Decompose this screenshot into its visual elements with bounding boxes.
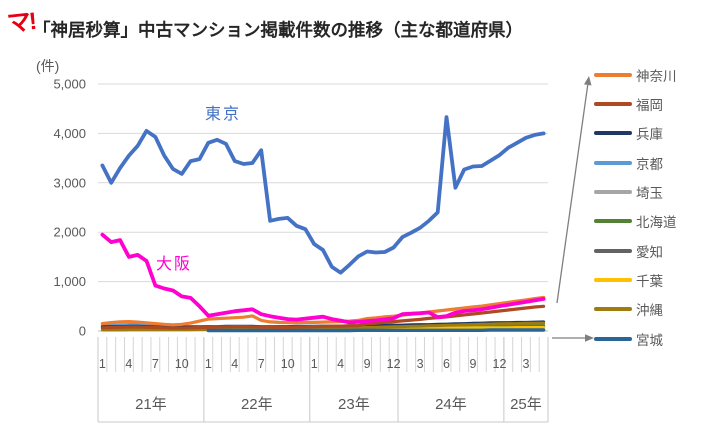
- y-tick-label: 0: [79, 324, 86, 339]
- year-label: 23年: [338, 396, 370, 413]
- legend-label: 愛知: [636, 244, 663, 260]
- month-label: 4: [125, 357, 132, 371]
- legend-item-千葉: 千葉: [594, 265, 714, 294]
- month-label: 7: [258, 357, 265, 371]
- legend-swatch: [594, 131, 632, 136]
- arrow-to-kanagawa-head: [583, 76, 592, 86]
- y-tick-label: 1,000: [53, 274, 86, 289]
- series-line-福岡: [100, 304, 546, 330]
- legend-swatch: [594, 248, 632, 253]
- series-line-宮城: [206, 328, 546, 333]
- series-label-osaka: 大阪: [156, 256, 193, 273]
- legend-label: 宮城: [636, 332, 663, 348]
- month-label: 3: [417, 357, 424, 371]
- month-label: 1: [311, 357, 318, 371]
- legend-swatch: [594, 102, 632, 107]
- legend-label: 神奈川: [636, 68, 677, 84]
- month-label: 10: [175, 357, 189, 371]
- month-label: 12: [387, 357, 401, 371]
- year-label: 25年: [510, 396, 542, 413]
- series-line-東京: [100, 115, 546, 275]
- year-label: 21年: [135, 396, 167, 413]
- legend-item-宮城: 宮城: [594, 324, 714, 353]
- arrow-to-kanagawa: [556, 84, 589, 304]
- legend-item-神奈川: 神奈川: [594, 60, 714, 89]
- month-label: 9: [470, 357, 477, 371]
- series-label-tokyo: 東京: [205, 106, 242, 123]
- legend-item-福岡: 福岡: [594, 89, 714, 118]
- legend-label: 北海道: [636, 215, 677, 231]
- y-tick-label: 3,000: [53, 175, 86, 190]
- legend-label: 兵庫: [636, 127, 663, 143]
- legend-item-愛知: 愛知: [594, 236, 714, 265]
- legend-item-沖縄: 沖縄: [594, 295, 714, 324]
- month-label: 4: [337, 357, 344, 371]
- legend-swatch: [594, 160, 632, 165]
- month-label: 12: [493, 357, 507, 371]
- legend-item-埼玉: 埼玉: [594, 177, 714, 206]
- legend-swatch: [594, 219, 632, 224]
- month-label: 1: [205, 357, 212, 371]
- month-label: 10: [281, 357, 295, 371]
- legend-swatch: [594, 190, 632, 195]
- legend-swatch: [594, 278, 632, 283]
- y-tick-label: 2,000: [53, 225, 86, 240]
- legend-label: 京都: [636, 156, 663, 172]
- legend-item-京都: 京都: [594, 148, 714, 177]
- arrow-to-miyagi-head: [585, 334, 594, 342]
- y-axis-unit-label: (件): [36, 58, 60, 74]
- year-label: 22年: [241, 396, 273, 413]
- legend-swatch: [594, 307, 632, 312]
- legend-item-北海道: 北海道: [594, 207, 714, 236]
- series-line-沖縄: [100, 321, 546, 332]
- month-label: 1: [99, 357, 106, 371]
- chart-title: 「神居秒算」中古マンション掲載件数の推移（主な都道府県）: [33, 20, 523, 40]
- legend-label: 千葉: [636, 274, 663, 290]
- series-line-神奈川: [100, 295, 546, 327]
- month-label: 9: [364, 357, 371, 371]
- year-label: 24年: [435, 396, 467, 413]
- month-label: 4: [231, 357, 238, 371]
- month-label: 7: [152, 357, 159, 371]
- legend-label: 埼玉: [636, 186, 663, 202]
- legend-item-兵庫: 兵庫: [594, 119, 714, 148]
- legend-label: 福岡: [636, 98, 663, 114]
- legend-swatch: [594, 72, 632, 77]
- y-tick-label: 4,000: [53, 126, 86, 141]
- month-label: 3: [522, 357, 529, 371]
- chart-legend: 神奈川福岡兵庫京都埼玉北海道愛知千葉沖縄宮城: [594, 60, 714, 353]
- legend-label: 沖縄: [636, 303, 663, 319]
- month-label: 6: [443, 357, 450, 371]
- y-tick-label: 5,000: [53, 77, 86, 92]
- legend-swatch: [594, 336, 632, 341]
- series-line-大阪: [100, 232, 546, 325]
